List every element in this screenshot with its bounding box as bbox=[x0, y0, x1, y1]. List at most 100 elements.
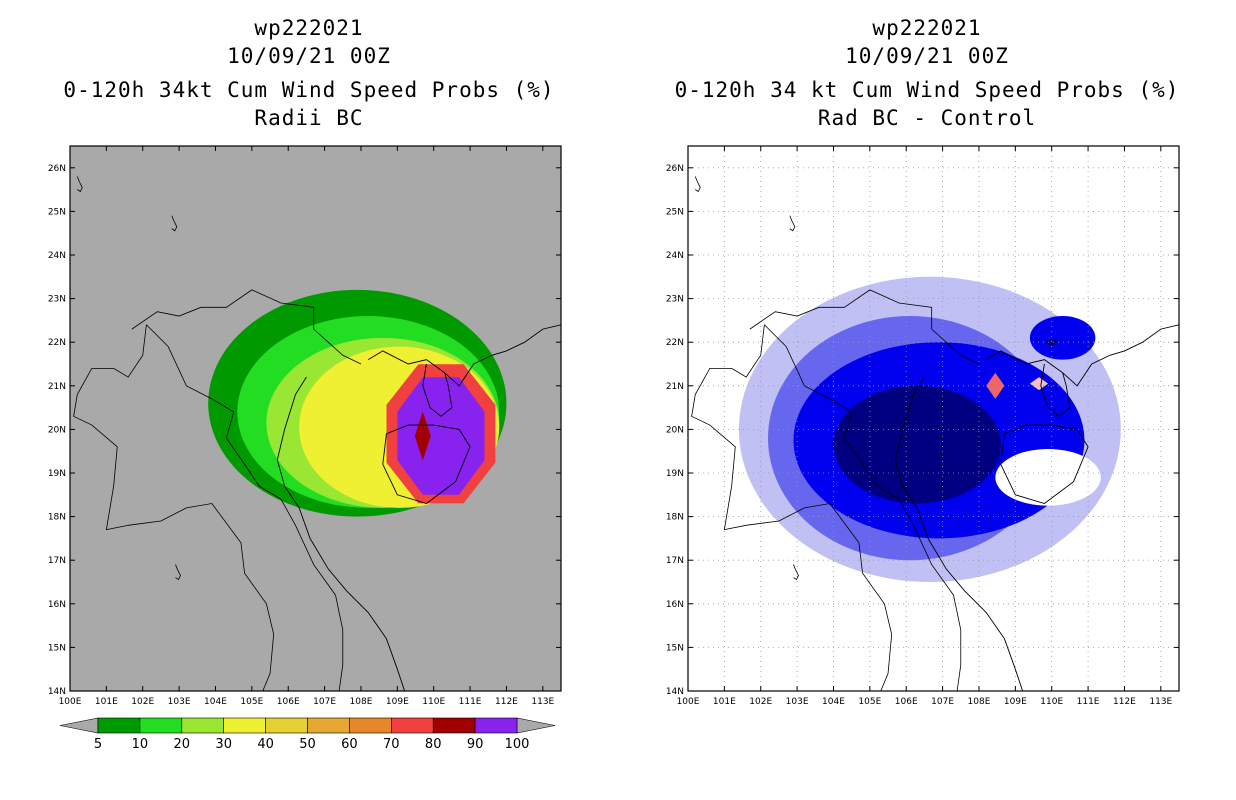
hainan-island-outline bbox=[1000, 424, 1089, 505]
lake-outline bbox=[171, 215, 178, 232]
y-tick-label: 17N bbox=[48, 556, 66, 566]
contour-90-region bbox=[414, 411, 431, 461]
contour-neg10-ne-lobe bbox=[1045, 339, 1058, 346]
plot-frame bbox=[69, 145, 562, 692]
x-tick-label: 110E bbox=[1040, 697, 1063, 707]
left-chart-titles: wp222021 10/09/21 00Z 0-120h 34kt Cum Wi… bbox=[0, 14, 618, 132]
x-tick-label: 104E bbox=[204, 697, 227, 707]
vietnam-coastline bbox=[276, 376, 406, 691]
colorbar-cell bbox=[181, 717, 225, 734]
colorbar-cell bbox=[390, 717, 434, 734]
left-date-time: 10/09/21 00Z bbox=[227, 44, 391, 68]
contour-neg10-region bbox=[833, 385, 1001, 504]
colorbar-cell bbox=[432, 717, 476, 734]
colorbar-label: 90 bbox=[467, 737, 484, 752]
y-tick-label: 22N bbox=[48, 338, 66, 348]
y-tick-label: 16N bbox=[48, 600, 66, 610]
x-tick-label: 108E bbox=[968, 697, 991, 707]
x-tick-label: 104E bbox=[822, 697, 845, 707]
y-tick-label: 23N bbox=[666, 295, 684, 305]
x-tick-label: 109E bbox=[1004, 697, 1027, 707]
y-tick-label: 19N bbox=[48, 469, 66, 479]
laos-border bbox=[691, 324, 893, 691]
plot-frame bbox=[687, 145, 1180, 692]
colorbar-label: 60 bbox=[341, 737, 358, 752]
x-tick-label: 109E bbox=[386, 697, 409, 707]
y-tick-label: 26N bbox=[666, 164, 684, 174]
china-vietnam-border bbox=[131, 289, 362, 365]
x-tick-label: 101E bbox=[713, 697, 736, 707]
x-tick-label: 103E bbox=[168, 697, 191, 707]
colorbar-label: 100 bbox=[505, 737, 530, 752]
y-tick-label: 17N bbox=[666, 556, 684, 566]
lake-outline bbox=[793, 564, 799, 581]
colorbar-label: 10 bbox=[132, 737, 149, 752]
y-tick-label: 26N bbox=[48, 164, 66, 174]
x-tick-label: 102E bbox=[131, 697, 154, 707]
x-tick-label: 110E bbox=[422, 697, 445, 707]
right-chart-titles: wp222021 10/09/21 00Z 0-120h 34 kt Cum W… bbox=[618, 14, 1236, 132]
colorbar-cell bbox=[474, 717, 518, 734]
left-wind-probability-map: 100E 101E 102E 103E 104E 105E 106E 107E 108E 109E… bbox=[48, 145, 562, 752]
right-storm-id: wp222021 bbox=[872, 16, 982, 40]
colorbar-cell bbox=[223, 717, 266, 734]
lake-outline bbox=[175, 564, 181, 581]
colorbar-cell bbox=[349, 717, 392, 734]
leizhou-peninsula-outline bbox=[1040, 363, 1071, 417]
contour-100-region bbox=[397, 377, 485, 495]
x-tick-label: 105E bbox=[858, 697, 881, 707]
x-tick-label: 111E bbox=[459, 697, 482, 707]
y-tick-label: 23N bbox=[48, 295, 66, 305]
colorbar-low-arrow bbox=[59, 717, 99, 734]
x-tick-label: 108E bbox=[350, 697, 373, 707]
y-tick-label: 14N bbox=[666, 687, 684, 697]
colorbar-label: 50 bbox=[299, 737, 316, 752]
colorbar-cell bbox=[139, 717, 183, 734]
contour-neg5-ne-lobe bbox=[1029, 316, 1096, 360]
contour-3-region bbox=[986, 372, 1005, 399]
china-coastline bbox=[986, 324, 1179, 387]
y-tick-label: 22N bbox=[666, 338, 684, 348]
x-tick-label: 100E bbox=[59, 697, 82, 707]
y-tick-label: 16N bbox=[666, 600, 684, 610]
colorbar-cell bbox=[307, 717, 350, 734]
colorbar-label: 40 bbox=[257, 737, 274, 752]
right-chart-panel: wp222021 10/09/21 00Z 0-120h 34 kt Cum W… bbox=[618, 0, 1236, 800]
y-tick-label: 21N bbox=[666, 382, 684, 392]
hainan-island-outline bbox=[382, 424, 471, 505]
y-tick-label: 18N bbox=[48, 513, 66, 523]
x-tick-label: 112E bbox=[1113, 697, 1136, 707]
white-zero-region bbox=[995, 449, 1101, 506]
colorbar-label: 70 bbox=[383, 737, 400, 752]
x-tick-label: 111E bbox=[1077, 697, 1100, 707]
left-chart-subtitle: Radii BC bbox=[254, 106, 364, 130]
laos-vietnam-border bbox=[146, 324, 344, 691]
x-tick-label: 113E bbox=[1149, 697, 1172, 707]
y-tick-label: 21N bbox=[48, 382, 66, 392]
laos-vietnam-border bbox=[764, 324, 962, 691]
y-tick-label: 15N bbox=[666, 643, 684, 653]
right-date-time: 10/09/21 00Z bbox=[845, 44, 1009, 68]
y-tick-label: 20N bbox=[666, 425, 684, 435]
colorbar-label: 80 bbox=[425, 737, 442, 752]
vietnam-coastline bbox=[894, 376, 1024, 691]
lake-outline bbox=[76, 176, 83, 193]
y-tick-label: 19N bbox=[666, 469, 684, 479]
y-tick-label: 15N bbox=[48, 643, 66, 653]
y-tick-label: 24N bbox=[48, 251, 66, 261]
x-tick-label: 102E bbox=[749, 697, 772, 707]
x-tick-label: 106E bbox=[895, 697, 918, 707]
right-chart-title: 0-120h 34 kt Cum Wind Speed Probs (%) bbox=[674, 78, 1180, 102]
colorbar-cell bbox=[97, 717, 141, 734]
y-tick-label: 18N bbox=[666, 513, 684, 523]
laos-border bbox=[73, 324, 275, 691]
x-tick-label: 107E bbox=[313, 697, 336, 707]
left-chart-panel: wp222021 10/09/21 00Z 0-120h 34kt Cum Wi… bbox=[0, 14, 618, 752]
left-chart-title: 0-120h 34kt Cum Wind Speed Probs (%) bbox=[63, 78, 555, 102]
contour-1-region bbox=[1029, 377, 1049, 391]
y-tick-label: 14N bbox=[48, 687, 66, 697]
y-tick-label: 24N bbox=[666, 251, 684, 261]
colorbar-high-arrow bbox=[516, 717, 556, 734]
y-tick-label: 25N bbox=[48, 207, 66, 217]
x-tick-label: 106E bbox=[277, 697, 300, 707]
